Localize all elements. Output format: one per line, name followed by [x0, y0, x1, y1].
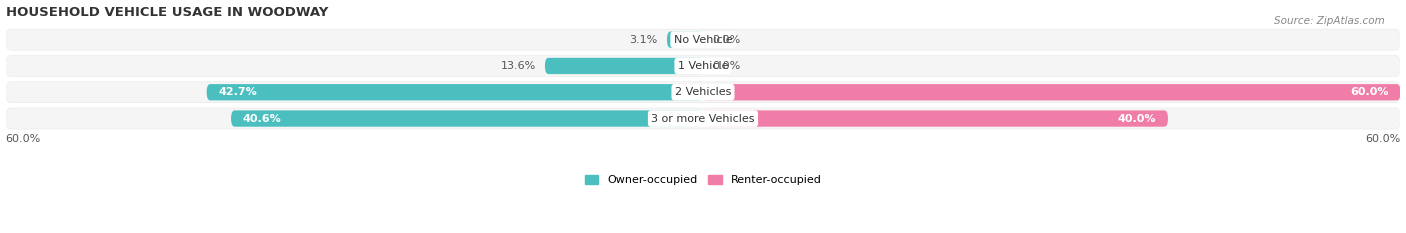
- FancyBboxPatch shape: [6, 29, 1400, 51]
- Text: 42.7%: 42.7%: [218, 87, 257, 97]
- FancyBboxPatch shape: [6, 108, 1400, 129]
- Text: 13.6%: 13.6%: [501, 61, 536, 71]
- Text: 60.0%: 60.0%: [1350, 87, 1389, 97]
- FancyBboxPatch shape: [666, 31, 703, 48]
- Text: 2 Vehicles: 2 Vehicles: [675, 87, 731, 97]
- FancyBboxPatch shape: [6, 82, 1400, 103]
- Text: No Vehicle: No Vehicle: [673, 35, 733, 45]
- Text: Source: ZipAtlas.com: Source: ZipAtlas.com: [1274, 16, 1385, 26]
- FancyBboxPatch shape: [6, 55, 1400, 77]
- Text: 40.6%: 40.6%: [243, 113, 281, 123]
- FancyBboxPatch shape: [231, 110, 703, 127]
- FancyBboxPatch shape: [207, 84, 703, 100]
- Text: 0.0%: 0.0%: [713, 61, 741, 71]
- Text: 1 Vehicle: 1 Vehicle: [678, 61, 728, 71]
- FancyBboxPatch shape: [6, 108, 1400, 129]
- Text: 60.0%: 60.0%: [6, 134, 41, 144]
- Text: 3 or more Vehicles: 3 or more Vehicles: [651, 113, 755, 123]
- FancyBboxPatch shape: [703, 110, 1168, 127]
- FancyBboxPatch shape: [6, 56, 1400, 76]
- Text: 40.0%: 40.0%: [1118, 113, 1156, 123]
- FancyBboxPatch shape: [6, 29, 1400, 50]
- Text: 0.0%: 0.0%: [713, 35, 741, 45]
- Text: 3.1%: 3.1%: [630, 35, 658, 45]
- FancyBboxPatch shape: [546, 58, 703, 74]
- FancyBboxPatch shape: [703, 84, 1400, 100]
- FancyBboxPatch shape: [6, 82, 1400, 103]
- Text: 60.0%: 60.0%: [1365, 134, 1400, 144]
- Text: HOUSEHOLD VEHICLE USAGE IN WOODWAY: HOUSEHOLD VEHICLE USAGE IN WOODWAY: [6, 6, 328, 19]
- Legend: Owner-occupied, Renter-occupied: Owner-occupied, Renter-occupied: [581, 170, 825, 189]
